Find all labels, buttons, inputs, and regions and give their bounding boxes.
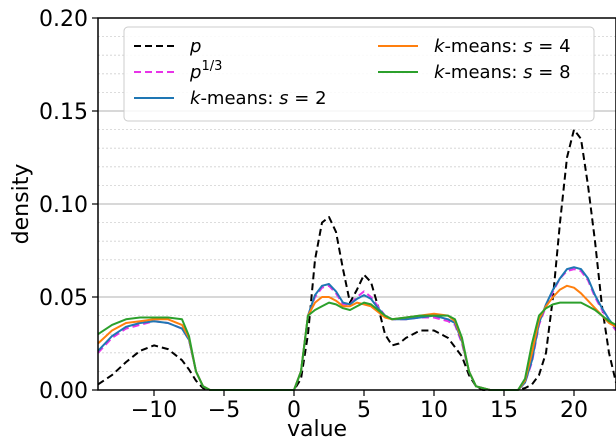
legend-label: k-means: s = 4 <box>434 36 571 57</box>
x-tick-label: 10 <box>420 398 448 423</box>
series-lines <box>97 128 616 391</box>
y-tick-label: 0.05 <box>39 286 88 311</box>
legend: pp1/3 k-means: s = 2 k-means: s = 4 k-means… <box>123 26 595 122</box>
x-axis-label: value <box>287 417 347 440</box>
x-tick-label: 20 <box>560 398 588 423</box>
series-line <box>97 128 616 391</box>
x-tick-label: −10 <box>131 398 177 423</box>
y-tick-label: 0.00 <box>39 379 88 404</box>
series-line <box>97 301 616 391</box>
legend-label: p <box>189 36 201 57</box>
ticks: 0.00 0.05 0.10 0.15 0.20 −10 −5 0 5 10 15 20 <box>39 7 588 423</box>
y-tick-label: 0.20 <box>39 7 88 32</box>
x-tick-label: 5 <box>357 398 371 423</box>
x-tick-label: 0 <box>287 398 301 423</box>
legend-box <box>123 26 595 122</box>
y-axis-label: density <box>9 164 34 245</box>
legend-label: p1/3 <box>189 59 222 83</box>
legend-label: k-means: s = 8 <box>434 62 571 83</box>
x-tick-label: 15 <box>490 398 518 423</box>
legend-label: k-means: s = 2 <box>190 88 327 109</box>
y-tick-label: 0.15 <box>39 100 88 125</box>
y-tick-label: 0.10 <box>39 193 88 218</box>
x-tick-label: −5 <box>208 398 240 423</box>
